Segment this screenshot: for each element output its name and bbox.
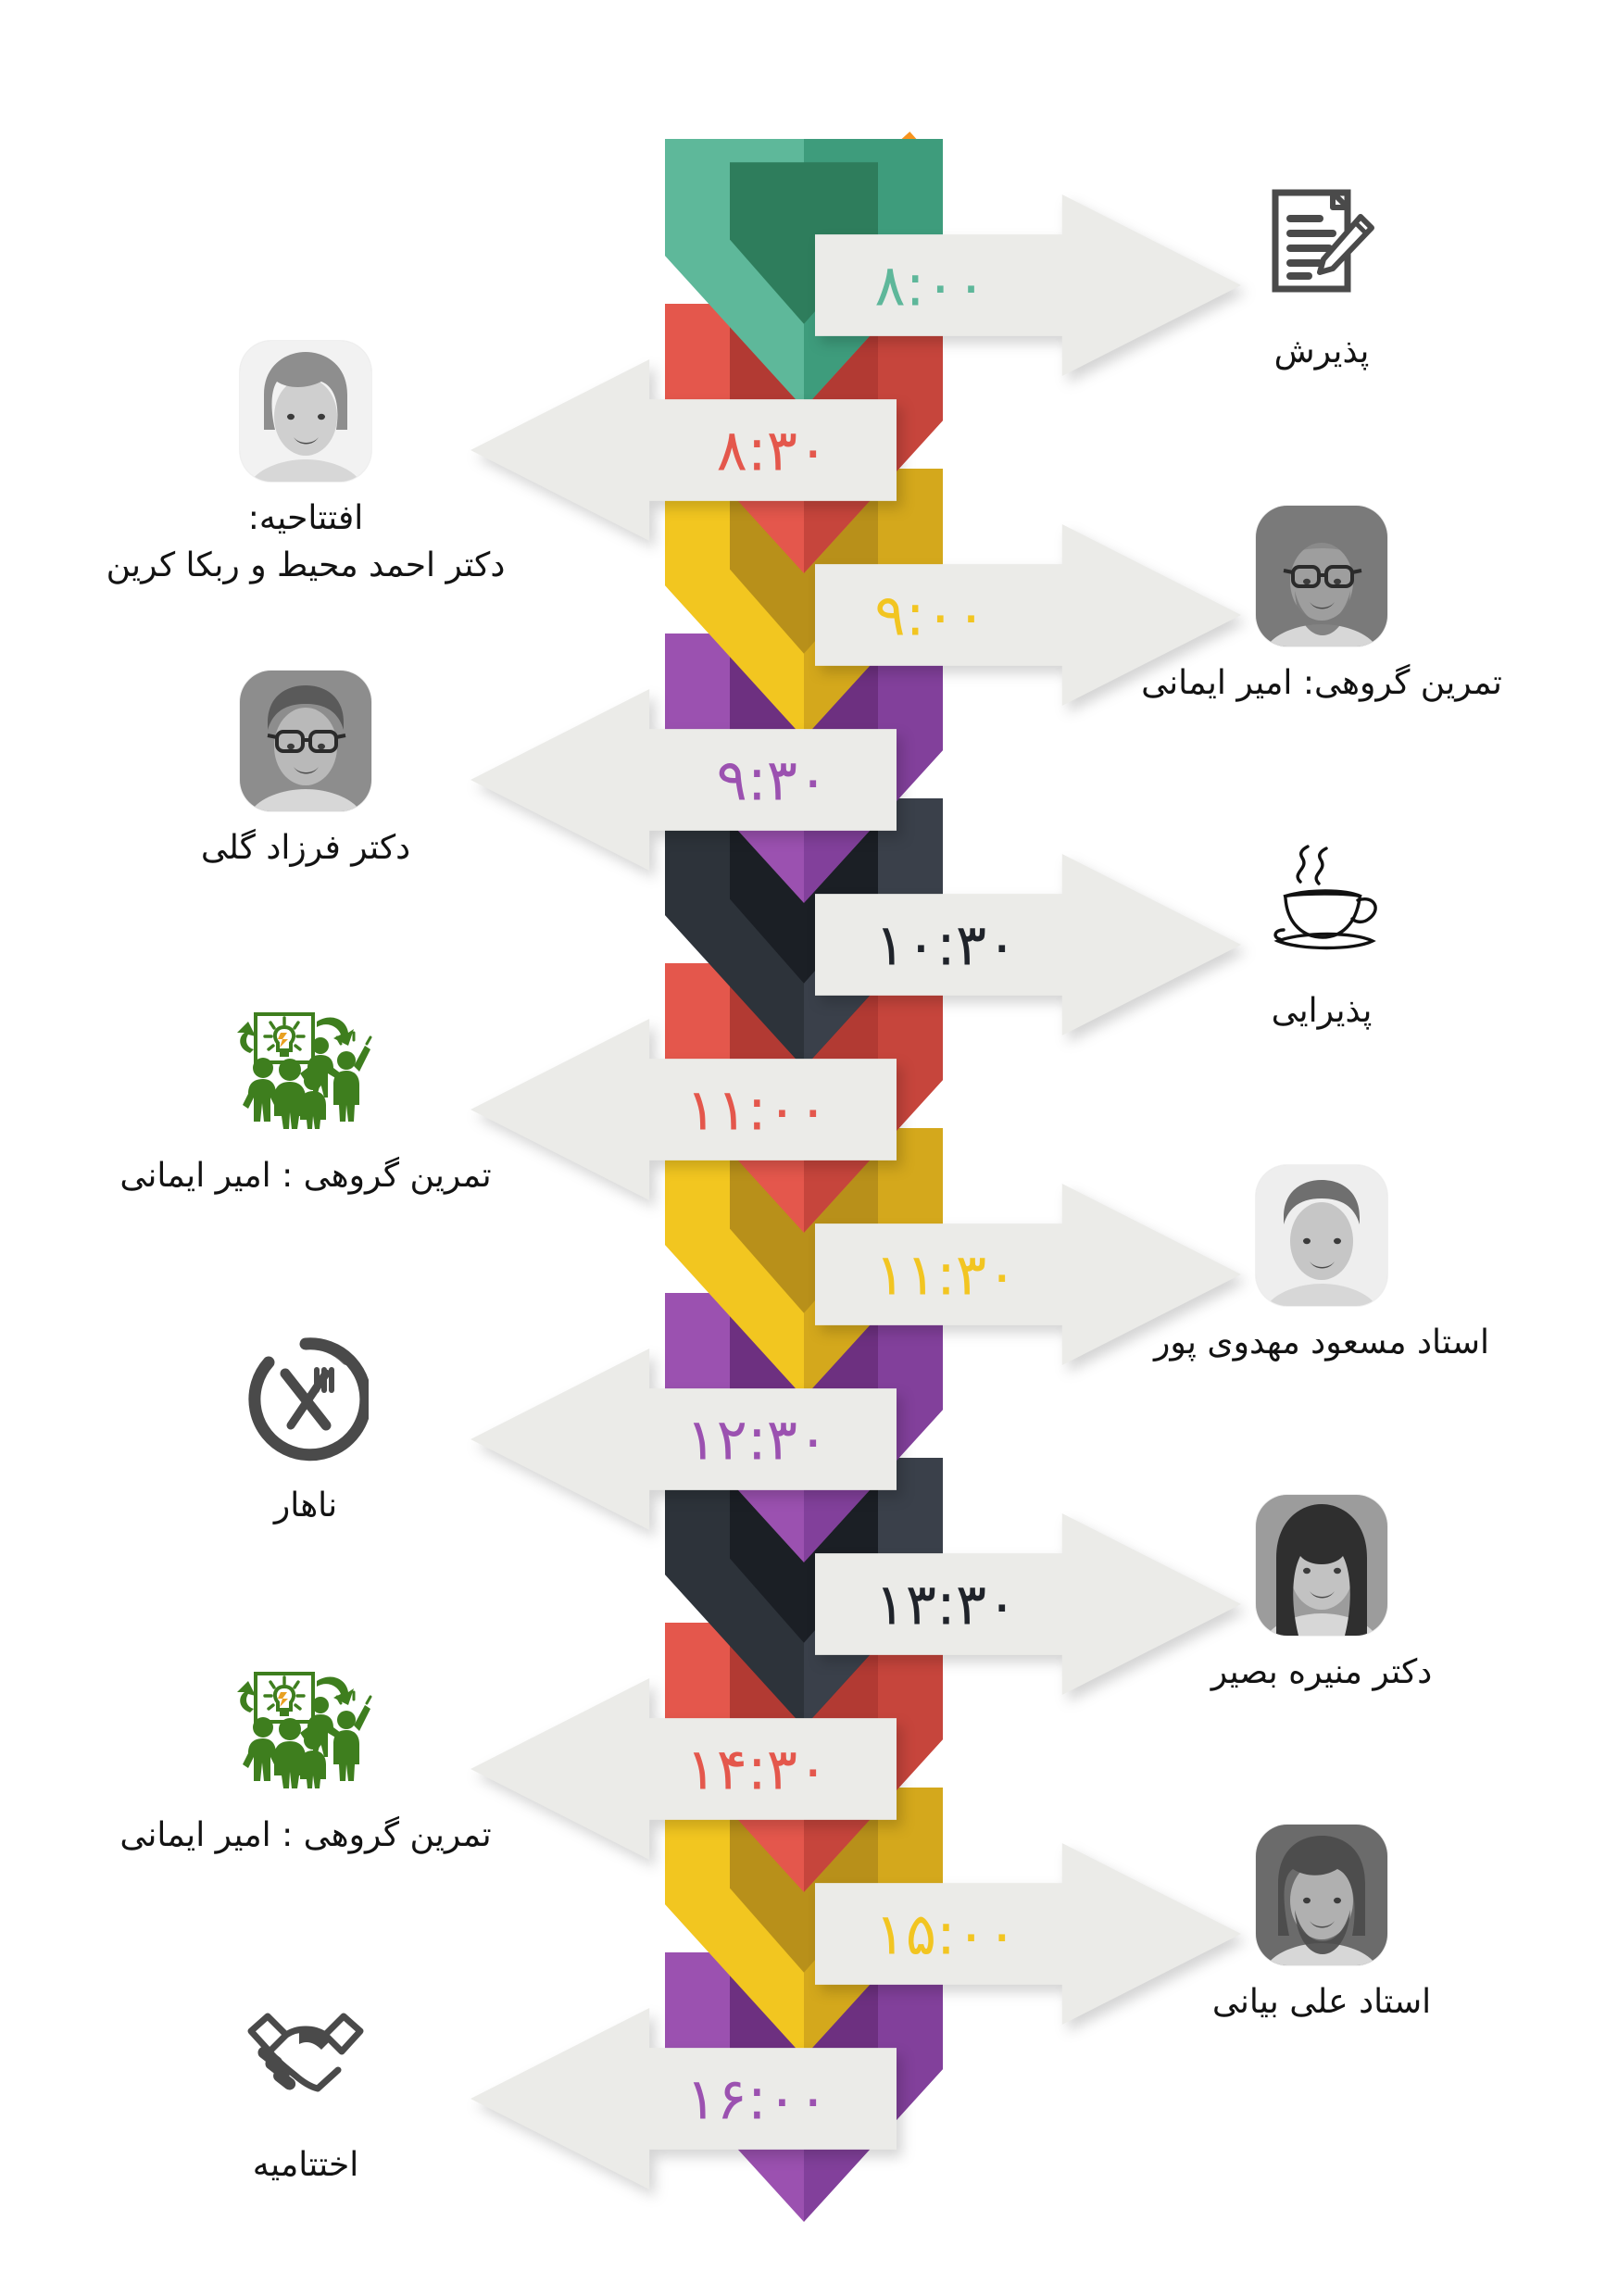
- registration-icon: [1248, 176, 1396, 315]
- left-entry-1: دکتر فرزاد گلی: [9, 671, 602, 872]
- time-tag-11: ۱۶:۰۰: [470, 2008, 897, 2189]
- lunch-icon: [232, 1330, 380, 1469]
- right-entry-3: استاد مسعود مهدوی پور: [1025, 1165, 1618, 1366]
- entry-caption: پذیرش: [1273, 332, 1370, 370]
- left-entry-2: تمرین گروهی : امیر ایمانی: [9, 1000, 602, 1199]
- avatar: [1256, 506, 1387, 646]
- time-tag-plate: ۹:۰۰: [815, 524, 1241, 706]
- avatar-photo: [1256, 506, 1387, 646]
- avatar-photo: [1256, 1495, 1387, 1636]
- time-label: ۸:۰۰: [874, 251, 987, 320]
- time-tag-plate: ۱۱:۳۰: [815, 1184, 1241, 1365]
- time-tag-5: ۱۱:۰۰: [470, 1019, 897, 1200]
- registration-icon: [1272, 189, 1374, 293]
- time-tag-7: ۱۲:۳۰: [470, 1349, 897, 1530]
- avatar: [240, 341, 371, 482]
- entry-caption: افتتاحیه: دکتر احمد محیط و ربکا کرین: [106, 499, 506, 585]
- time-tag-6: ۱۱:۳۰: [815, 1184, 1241, 1365]
- group-exercise-icon: [237, 1012, 372, 1129]
- entry-caption: دکتر فرزاد گلی: [200, 829, 411, 867]
- time-label: ۱۴:۳۰: [685, 1735, 829, 1803]
- time-label: ۱۶:۰۰: [685, 2064, 829, 2133]
- entry-caption: اختتامیه: [252, 2146, 359, 2184]
- time-tag-plate: ۸:۰۰: [815, 194, 1241, 376]
- time-label: ۱۲:۳۰: [685, 1405, 829, 1474]
- time-tag-plate: ۱۴:۳۰: [470, 1678, 897, 1860]
- avatar: [1256, 1825, 1387, 1965]
- entry-caption: تمرین گروهی : امیر ایمانی: [119, 1157, 492, 1195]
- time-tag-plate: ۱۰:۳۰: [815, 854, 1241, 1035]
- time-tag-10: ۱۵:۰۰: [815, 1843, 1241, 2025]
- handshake-icon: [232, 1989, 380, 2128]
- time-tag-1: ۸:۳۰: [470, 359, 897, 541]
- avatar-photo: [1256, 1825, 1387, 1965]
- avatar: [1256, 1495, 1387, 1636]
- time-tag-8: ۱۳:۳۰: [815, 1513, 1241, 1695]
- time-tag-2: ۹:۰۰: [815, 524, 1241, 706]
- entry-caption: ناهار: [273, 1487, 338, 1524]
- left-entry-5: اختتامیه: [9, 1989, 602, 2189]
- time-tag-plate: ۱۶:۰۰: [470, 2008, 897, 2189]
- time-label: ۱۱:۰۰: [685, 1075, 829, 1144]
- time-tag-9: ۱۴:۳۰: [470, 1678, 897, 1860]
- avatar-photo: [1256, 1165, 1387, 1306]
- time-tag-plate: ۹:۳۰: [470, 689, 897, 871]
- entry-caption: استاد مسعود مهدوی پور: [1153, 1324, 1490, 1361]
- avatar-photo: [240, 341, 371, 482]
- time-tag-0: ۸:۰۰: [815, 194, 1241, 376]
- avatar: [1256, 1165, 1387, 1306]
- time-tag-4: ۱۰:۳۰: [815, 854, 1241, 1035]
- left-entry-4: تمرین گروهی : امیر ایمانی: [9, 1660, 602, 1859]
- time-label: ۸:۳۰: [716, 416, 829, 484]
- right-entry-0: پذیرش: [1025, 176, 1618, 375]
- time-tag-plate: ۱۲:۳۰: [470, 1349, 897, 1530]
- time-label: ۱۱:۳۰: [874, 1240, 1018, 1309]
- right-entry-1: تمرین گروهی: امیر ایمانی: [1025, 506, 1618, 707]
- time-tag-plate: ۸:۳۰: [470, 359, 897, 541]
- time-tag-3: ۹:۳۰: [470, 689, 897, 871]
- lunch-icon: [248, 1337, 369, 1462]
- entry-caption: دکتر منیره بصیر: [1210, 1653, 1433, 1691]
- entry-caption: تمرین گروهی: امیر ایمانی: [1141, 664, 1502, 702]
- avatar: [240, 671, 371, 811]
- time-tag-plate: ۱۱:۰۰: [470, 1019, 897, 1200]
- group-exercise-icon: [232, 1000, 380, 1139]
- time-label: ۱۳:۳۰: [874, 1570, 1018, 1638]
- coffee-cup-icon: [1248, 835, 1396, 974]
- group-exercise-icon: [237, 1672, 372, 1788]
- left-entry-0: افتتاحیه: دکتر احمد محیط و ربکا کرین: [9, 341, 602, 589]
- entry-caption: پذیرایی: [1271, 992, 1373, 1030]
- right-entry-5: استاد علی بیانی: [1025, 1825, 1618, 2026]
- time-label: ۹:۰۰: [874, 581, 987, 649]
- time-label: ۱۰:۳۰: [874, 910, 1018, 979]
- left-entry-3: ناهار: [9, 1330, 602, 1529]
- handshake-icon: [247, 2013, 364, 2092]
- time-tag-plate: ۱۳:۳۰: [815, 1513, 1241, 1695]
- group-exercise-icon: [232, 1660, 380, 1799]
- entry-caption: استاد علی بیانی: [1211, 1983, 1432, 2021]
- right-entry-4: دکتر منیره بصیر: [1025, 1495, 1618, 1696]
- coffee-cup-icon: [1273, 845, 1377, 950]
- avatar-photo: [240, 671, 371, 811]
- time-tag-plate: ۱۵:۰۰: [815, 1843, 1241, 2025]
- right-entry-2: پذیرایی: [1025, 835, 1618, 1035]
- time-label: ۹:۳۰: [716, 746, 829, 814]
- entry-caption: تمرین گروهی : امیر ایمانی: [119, 1816, 492, 1854]
- time-label: ۱۵:۰۰: [874, 1900, 1018, 1968]
